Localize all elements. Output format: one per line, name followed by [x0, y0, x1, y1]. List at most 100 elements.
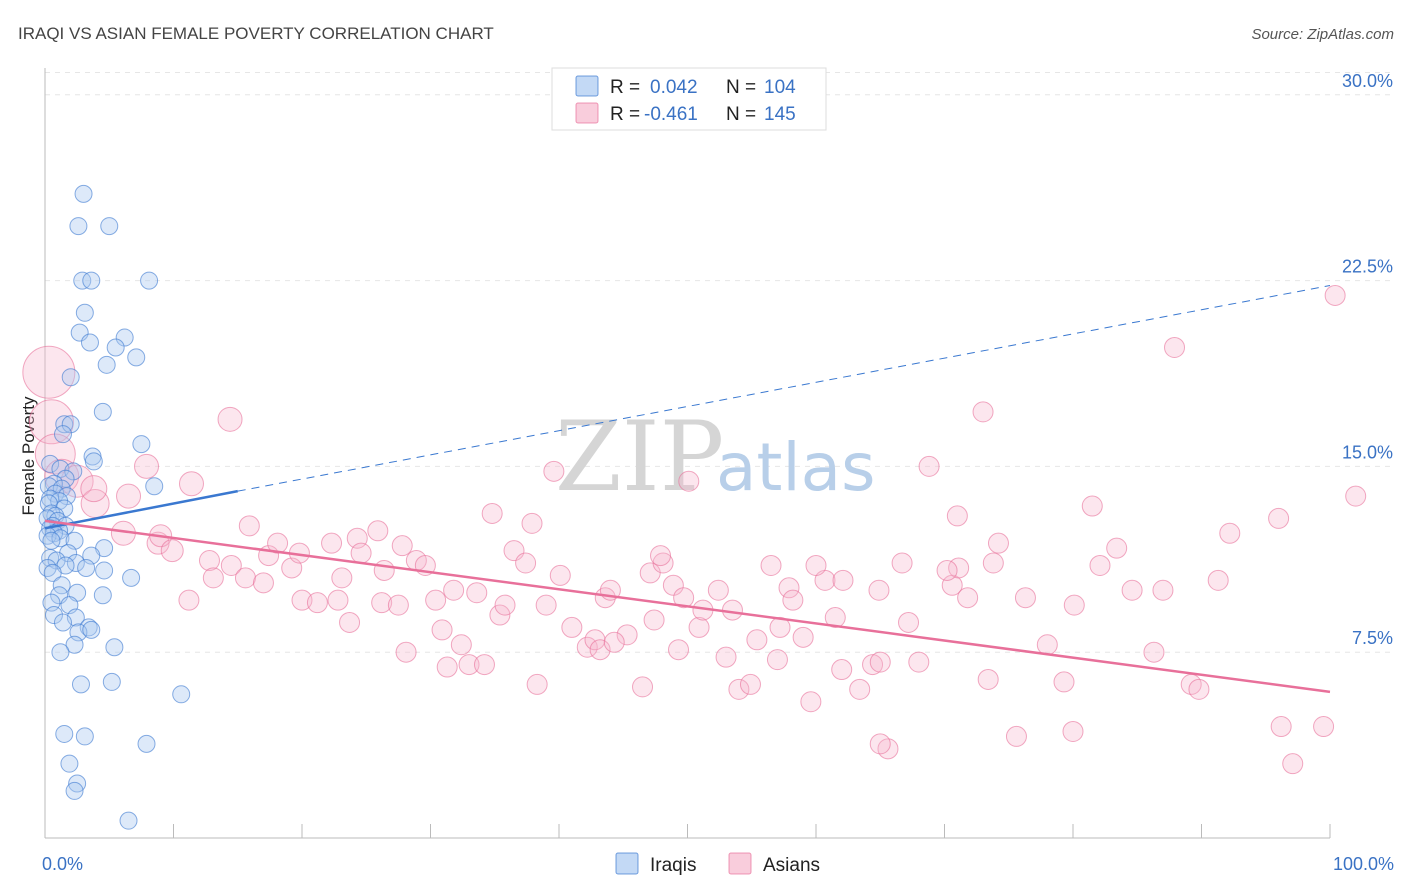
point-asians-26	[291, 589, 313, 611]
point-asians-113	[1062, 720, 1084, 742]
point-iraqis-47	[42, 531, 61, 550]
point-iraqis-4	[82, 271, 101, 290]
point-asians-110	[1014, 587, 1036, 609]
point-asians-88	[792, 626, 814, 648]
point-asians-78	[707, 579, 729, 601]
trend-line-iraqis	[44, 489, 238, 530]
watermark: ZIP atlas	[555, 401, 876, 513]
point-asians-87	[782, 589, 804, 611]
point-asians-67	[603, 631, 625, 653]
point-iraqis-69	[79, 618, 98, 637]
legend-swatch-asians	[575, 102, 599, 124]
legend-bottom-swatch-iraqis	[615, 852, 639, 875]
point-asians-122	[1188, 678, 1210, 700]
trend-line-iraqis-extension	[237, 285, 1331, 492]
point-asians-95	[869, 651, 891, 673]
point-asians-127	[1313, 716, 1335, 738]
y-tick-label-1: 15.0%	[1342, 442, 1393, 462]
point-asians-76	[688, 616, 710, 638]
point-asians-75	[678, 470, 700, 492]
point-asians-46	[450, 634, 472, 656]
series-asians	[22, 284, 1367, 775]
point-asians-29	[327, 589, 349, 611]
point-asians-8	[178, 471, 204, 497]
legend-top: R = 0.042 N = 104 R = -0.461 N = 145	[551, 67, 827, 131]
legend-n-value-iraqis: 104	[764, 77, 796, 98]
point-asians-89	[800, 691, 822, 713]
point-iraqis-21	[41, 454, 60, 473]
legend-n-label-iraqis: N =	[726, 77, 756, 98]
point-iraqis-82	[68, 774, 87, 793]
point-asians-86	[778, 577, 800, 599]
point-asians-54	[521, 512, 543, 534]
point-asians-70	[652, 552, 674, 574]
point-asians-73	[668, 639, 690, 661]
point-iraqis-8	[80, 333, 99, 352]
point-asians-18	[220, 554, 242, 576]
legend-r-label-iraqis: R =	[610, 77, 640, 98]
point-asians-30	[331, 567, 353, 589]
point-asians-28	[321, 532, 343, 554]
point-iraqis-73	[105, 638, 124, 657]
legend-swatch-iraqis	[575, 75, 599, 97]
point-asians-16	[198, 550, 220, 572]
point-iraqis-55	[38, 558, 57, 577]
point-asians-117	[1106, 537, 1128, 559]
point-asians-137	[766, 649, 788, 671]
point-asians-74	[673, 587, 695, 609]
point-iraqis-1	[69, 217, 88, 236]
point-asians-31	[339, 611, 361, 633]
point-asians-108	[977, 668, 999, 690]
point-asians-36	[373, 559, 395, 581]
point-asians-105	[936, 559, 958, 581]
point-iraqis-58	[43, 563, 62, 582]
point-asians-124	[1282, 753, 1304, 775]
point-asians-111	[1036, 634, 1058, 656]
x-tick-label-0: 0.0%	[42, 854, 83, 874]
y-tick-label-0: 7.5%	[1352, 628, 1393, 648]
legend-entry-asians: R = -0.461 N = 145	[575, 102, 796, 125]
point-iraqis-84	[119, 811, 138, 830]
point-iraqis-5	[140, 271, 159, 290]
y-tick-label-2: 22.5%	[1342, 257, 1393, 277]
legend-bottom-swatch-asians	[728, 852, 752, 875]
y-tick-label-3: 30.0%	[1342, 71, 1393, 91]
legend-bottom-label-asians: Asians	[763, 855, 820, 876]
point-asians-114	[1063, 594, 1085, 616]
point-asians-52	[494, 594, 516, 616]
point-iraqis-9	[115, 328, 134, 347]
legend-bottom-label-iraqis: Iraqis	[650, 855, 696, 876]
point-asians-123	[1207, 569, 1229, 591]
point-asians-84	[760, 554, 782, 576]
trend-lines	[44, 285, 1331, 694]
point-asians-6	[80, 475, 108, 503]
point-asians-128	[1345, 485, 1367, 507]
point-asians-20	[238, 515, 260, 537]
trend-line-asians	[44, 519, 1331, 694]
point-asians-83	[746, 629, 768, 651]
point-asians-126	[1270, 716, 1292, 738]
point-iraqis-83	[65, 781, 84, 800]
point-asians-112	[1053, 671, 1075, 693]
point-iraqis-34	[145, 477, 164, 496]
point-asians-4	[60, 464, 94, 498]
point-asians-17	[202, 567, 224, 589]
point-iraqis-81	[60, 754, 79, 773]
point-asians-23	[267, 532, 289, 554]
point-asians-106	[987, 532, 1009, 554]
point-asians-72	[662, 574, 684, 596]
point-iraqis-15	[55, 415, 74, 434]
legend-r-label-asians: R =	[610, 104, 640, 125]
point-asians-100	[898, 611, 920, 633]
point-asians-132	[1268, 507, 1290, 529]
point-asians-131	[1164, 336, 1186, 358]
point-asians-116	[1089, 554, 1111, 576]
point-asians-42	[425, 589, 447, 611]
axes	[44, 68, 1331, 839]
point-asians-98	[869, 733, 891, 755]
point-asians-58	[543, 460, 565, 482]
point-iraqis-76	[102, 672, 121, 691]
point-iraqis-80	[137, 734, 156, 753]
chart-source: Source: ZipAtlas.com	[1251, 26, 1394, 43]
